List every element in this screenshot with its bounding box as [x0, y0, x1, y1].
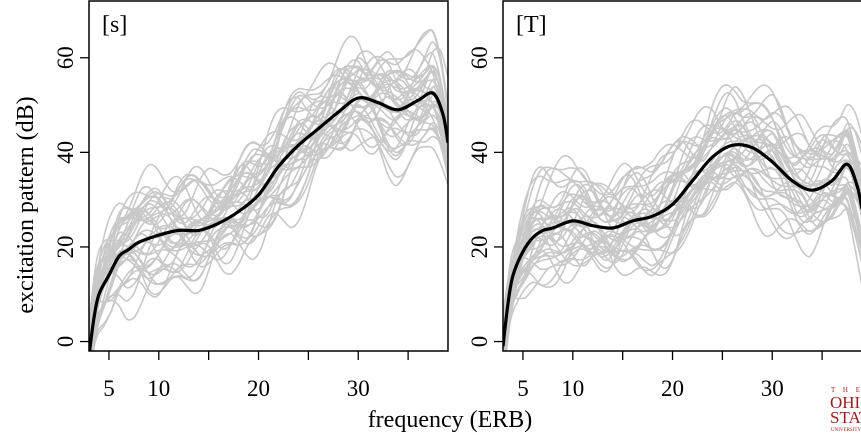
individual-curves-t: [503, 84, 861, 351]
x-tick-label: 20: [661, 376, 684, 401]
x-axis-t: 5 10 20 30: [517, 351, 823, 401]
x-tick-label: 10: [147, 376, 170, 401]
individual-curve: [89, 127, 448, 346]
individual-curve: [89, 68, 448, 348]
individual-curve: [503, 105, 861, 346]
individual-curve: [503, 135, 861, 338]
y-tick-label: 40: [467, 141, 492, 164]
individual-curve: [89, 41, 448, 322]
individual-curve: [91, 103, 448, 351]
university-logo: T H E OHIO STATE UNIVERSITY: [828, 382, 861, 435]
y-tick-label: 0: [53, 336, 78, 348]
individual-curve: [89, 59, 448, 346]
y-axis-t: 0 20 40 60: [467, 46, 503, 347]
y-tick-label: 60: [53, 46, 78, 69]
x-tick-label: 10: [561, 376, 584, 401]
individual-curve: [503, 84, 861, 341]
individual-curve: [503, 134, 861, 351]
individual-curve: [90, 65, 448, 351]
plot-frame-t: [502, 0, 861, 352]
x-axis-s: 5 10 20 30: [103, 351, 409, 401]
individual-curve: [503, 113, 861, 327]
x-tick-label: 5: [103, 376, 115, 401]
y-tick-label: 20: [467, 235, 492, 258]
individual-curve: [89, 50, 448, 351]
mean-curve-s: [89, 91, 448, 351]
individual-curve: [503, 84, 861, 351]
x-tick-label: 20: [247, 376, 270, 401]
individual-curve: [89, 64, 448, 320]
svg-text:OHIO: OHIO: [830, 393, 861, 412]
individual-curve: [91, 96, 448, 351]
individual-curve: [503, 121, 861, 351]
individual-curve: [91, 98, 448, 351]
plot-frame-s: [88, 0, 449, 352]
individual-curve: [504, 154, 861, 351]
panel-label-s: [s]: [102, 12, 127, 38]
individual-curve: [89, 104, 448, 345]
individual-curves-s: [89, 29, 448, 351]
x-tick-label: 30: [347, 376, 370, 401]
individual-curve: [503, 111, 861, 346]
x-tick-label: 30: [761, 376, 784, 401]
individual-curve: [92, 81, 448, 351]
individual-curve: [92, 78, 448, 351]
svg-text:STATE: STATE: [830, 408, 861, 427]
individual-curve: [89, 99, 448, 341]
svg-text:UNIVERSITY: UNIVERSITY: [831, 428, 861, 433]
y-tick-label: 0: [467, 336, 492, 348]
panel-label-t: [T]: [516, 12, 547, 38]
y-tick-label: 40: [53, 141, 78, 164]
y-tick-label: 60: [467, 46, 492, 69]
individual-curve: [503, 164, 861, 338]
individual-curve: [503, 150, 861, 343]
y-tick-label: 20: [53, 235, 78, 258]
mean-curve-t: [503, 143, 861, 347]
panel-s: 5 10 20 30 0 20 40 60 [s]: [53, 0, 449, 401]
individual-curve: [89, 51, 448, 340]
individual-curve: [503, 105, 861, 347]
individual-curve: [503, 151, 861, 351]
individual-curve: [503, 181, 861, 336]
individual-curve: [90, 117, 448, 351]
individual-curve: [89, 100, 448, 351]
y-axis-s: 0 20 40 60: [53, 46, 89, 347]
x-axis-title: frequency (ERB): [368, 407, 533, 433]
svg-text:T H E: T H E: [831, 386, 861, 394]
individual-curve: [503, 156, 861, 331]
y-axis-title: excitation pattern (dB): [13, 96, 39, 313]
x-tick-label: 5: [517, 376, 529, 401]
panel-t: 5 10 20 30 0 20 40 60 [T]: [467, 0, 861, 401]
